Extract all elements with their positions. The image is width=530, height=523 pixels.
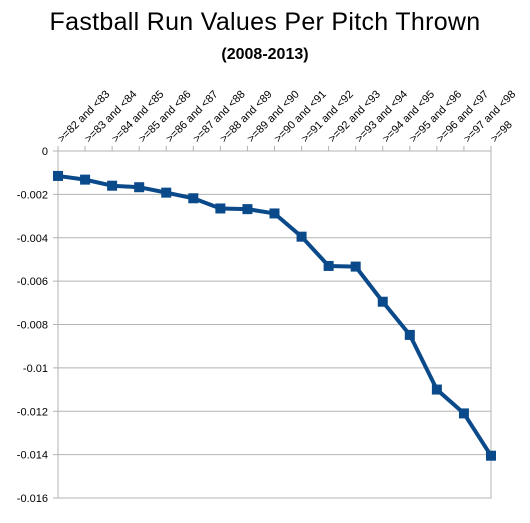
data-point — [377, 296, 388, 307]
data-point — [458, 408, 469, 419]
data-point — [431, 384, 442, 395]
y-tick-label: -0.01 — [23, 363, 48, 375]
data-point — [242, 204, 253, 215]
data-point — [404, 329, 415, 340]
y-tick-label: -0.002 — [17, 189, 48, 201]
data-point — [53, 170, 63, 181]
y-tick-label: -0.012 — [17, 406, 48, 418]
data-point — [188, 193, 199, 204]
data-point — [296, 231, 307, 242]
series-markers — [53, 170, 496, 461]
y-tick-label: -0.014 — [17, 450, 48, 462]
data-point — [350, 261, 361, 272]
y-tick-label: -0.016 — [17, 493, 48, 505]
data-point — [80, 174, 91, 185]
data-point — [269, 208, 280, 219]
data-point — [161, 187, 172, 198]
data-point — [215, 203, 226, 214]
data-point — [486, 450, 496, 461]
y-tick-label: -0.008 — [17, 320, 48, 332]
chart-title: Fastball Run Values Per Pitch Thrown — [49, 8, 481, 36]
data-point — [134, 182, 145, 193]
y-tick-label: -0.006 — [17, 276, 48, 288]
y-axis-ticks: 0 -0.002 -0.004 -0.006 -0.008 -0.01 -0.012 -0.0… — [17, 146, 58, 505]
x-tick-label: >=98 — [489, 119, 515, 145]
gridlines — [58, 150, 491, 499]
y-tick-label: -0.004 — [17, 233, 48, 245]
data-point — [107, 180, 118, 191]
data-point — [323, 260, 334, 271]
y-tick-label: 0 — [42, 146, 48, 158]
chart-subtitle: (2008-2013) — [221, 46, 309, 63]
x-axis-ticks: >=82 and <83>=83 and <84>=84 and <85>=85… — [56, 88, 518, 151]
